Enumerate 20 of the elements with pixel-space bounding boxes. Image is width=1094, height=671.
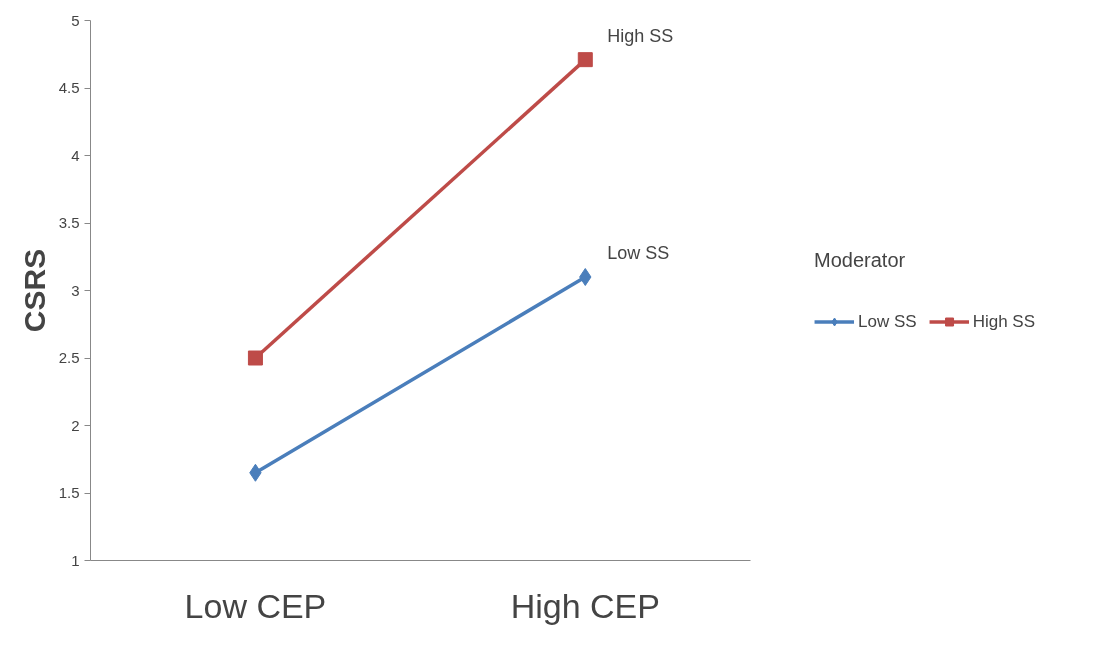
point — [579, 268, 592, 286]
point — [577, 52, 593, 68]
y-axis-title: CSRS — [17, 248, 51, 333]
x-tick-label: Low CEP — [184, 586, 327, 625]
y-tick-label: 3.5 — [58, 214, 80, 231]
x-tick-label: High CEP — [510, 586, 660, 625]
legend-label: High SS — [972, 311, 1035, 332]
y-tick-label: 4.5 — [58, 79, 80, 96]
legend-title: Moderator — [814, 248, 907, 272]
y-tick-label: 2.5 — [58, 349, 80, 366]
y-tick-label: 2 — [71, 416, 80, 434]
y-tick-label: 5 — [71, 11, 80, 29]
y-tick-label: 3 — [71, 281, 80, 299]
legend-label: Low SS — [858, 311, 917, 332]
annotation: High SS — [607, 25, 674, 46]
y-tick-label: 4 — [71, 146, 80, 164]
annotation: Low SS — [607, 243, 670, 263]
point — [247, 350, 263, 366]
y-tick-label: 1 — [71, 551, 80, 569]
y-tick-label: 1.5 — [58, 484, 80, 501]
